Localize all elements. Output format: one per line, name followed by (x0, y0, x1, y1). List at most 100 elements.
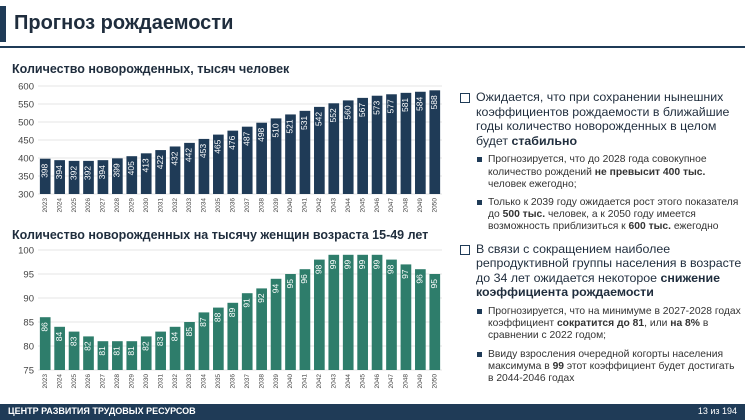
x-tick-label: 2029 (129, 374, 136, 389)
note-bold: сократится до 81 (556, 318, 645, 330)
bar (213, 307, 224, 370)
x-tick-label: 2042 (316, 198, 323, 213)
x-tick-label: 2033 (186, 374, 193, 389)
x-tick-label: 2041 (302, 198, 309, 213)
bar (140, 153, 152, 194)
bar (299, 269, 311, 370)
bar-value-label: 542 (314, 112, 324, 126)
bar-value-label: 94 (270, 284, 280, 294)
bar (54, 160, 65, 194)
bar (112, 341, 123, 370)
x-tick-label: 2049 (417, 198, 424, 213)
x-tick-label: 2034 (201, 374, 208, 389)
bar-value-label: 82 (83, 341, 93, 351)
bar-value-label: 89 (227, 308, 237, 318)
bar-value-label: 392 (83, 166, 93, 180)
bar-value-label: 83 (68, 336, 78, 346)
bar-value-label: 81 (97, 346, 107, 356)
x-tick-label: 2038 (258, 374, 265, 389)
bar (328, 254, 340, 370)
bar (39, 158, 51, 194)
x-tick-label: 2029 (129, 198, 136, 213)
bar-value-label: 82 (140, 341, 150, 351)
bar-value-label: 86 (39, 322, 49, 332)
bar-value-label: 92 (256, 293, 266, 303)
bar-value-label: 83 (155, 336, 165, 346)
bar (227, 302, 239, 370)
x-tick-label: 2039 (273, 198, 280, 213)
bar-value-label: 399 (112, 163, 122, 177)
x-tick-label: 2037 (244, 374, 251, 389)
x-tick-label: 2035 (215, 374, 222, 389)
bar-value-label: 88 (213, 312, 223, 322)
x-tick-label: 2028 (114, 198, 121, 213)
footer: ЦЕНТР РАЗВИТИЯ ТРУДОВЫХ РЕСУРСОВ 13 из 1… (0, 404, 745, 420)
bar (126, 156, 138, 194)
bar-value-label: 394 (97, 165, 107, 179)
x-tick-label: 2032 (172, 374, 179, 389)
bar-value-label: 476 (227, 135, 237, 149)
x-tick-label: 2027 (100, 374, 107, 389)
note-text: , или (644, 318, 671, 330)
x-tick-label: 2026 (85, 198, 92, 213)
notes-panel: Ожидается, что при сохранении нынешних к… (458, 90, 742, 391)
bar (285, 114, 296, 194)
x-tick-label: 2043 (331, 374, 338, 389)
x-tick-label: 2036 (230, 198, 237, 213)
bar-value-label: 588 (429, 95, 439, 109)
x-tick-label: 2040 (287, 198, 294, 213)
bar (97, 160, 109, 194)
bar (155, 150, 166, 194)
bar-value-label: 87 (198, 317, 208, 327)
x-tick-label: 2025 (71, 374, 78, 389)
x-tick-label: 2030 (143, 198, 150, 213)
square-bullet-icon (477, 199, 482, 205)
bar-value-label: 510 (270, 123, 280, 137)
bar (429, 90, 441, 194)
x-tick-label: 2044 (345, 198, 352, 213)
bar (198, 312, 210, 370)
note-text: ежегодно (671, 221, 719, 233)
bar (83, 336, 94, 370)
bar (140, 336, 152, 370)
note-bold: не превысит 400 тыс. (594, 166, 706, 178)
bar-value-label: 581 (400, 98, 410, 112)
bar-value-label: 405 (126, 161, 136, 175)
bar-value-label: 413 (140, 158, 150, 172)
bar (415, 269, 426, 370)
x-tick-label: 2047 (388, 198, 395, 213)
note-text: человек ежегодно; (488, 178, 577, 190)
title-divider (0, 46, 745, 48)
bar (241, 126, 253, 194)
bar-value-label: 99 (342, 260, 352, 270)
note-text: Ожидается, что при сохранении нынешних к… (476, 90, 730, 148)
bar-value-label: 531 (299, 116, 309, 130)
bar-value-label: 394 (54, 165, 64, 179)
bar-value-label: 97 (400, 269, 410, 279)
note-bold: на 8% (670, 318, 700, 330)
bar-value-label: 453 (198, 144, 208, 158)
note-main-1: Ожидается, что при сохранении нынешних к… (458, 90, 742, 148)
x-tick-label: 2043 (331, 198, 338, 213)
y-tick-label: 90 (23, 294, 34, 305)
bar (97, 341, 109, 370)
x-tick-label: 2050 (432, 198, 439, 213)
x-tick-label: 2046 (374, 198, 381, 213)
bar (314, 259, 325, 370)
note-sub-1-2: Только к 2039 году ожидается рост этого … (458, 197, 742, 234)
x-tick-label: 2023 (42, 198, 49, 213)
bar (68, 160, 80, 194)
y-tick-label: 300 (18, 190, 34, 201)
bar (357, 254, 368, 370)
bar (184, 322, 195, 370)
bar-value-label: 584 (415, 96, 425, 110)
bar (54, 326, 65, 370)
x-tick-label: 2030 (143, 374, 150, 389)
x-tick-label: 2024 (56, 374, 63, 389)
bar-value-label: 442 (184, 148, 194, 162)
note-bold: снижение коэффициента рождаемости (476, 270, 721, 300)
square-bullet-icon (477, 308, 482, 314)
x-tick-label: 2023 (42, 374, 49, 389)
chart2-title: Количество новорожденных на тысячу женщи… (12, 228, 429, 242)
bar-value-label: 81 (112, 346, 122, 356)
